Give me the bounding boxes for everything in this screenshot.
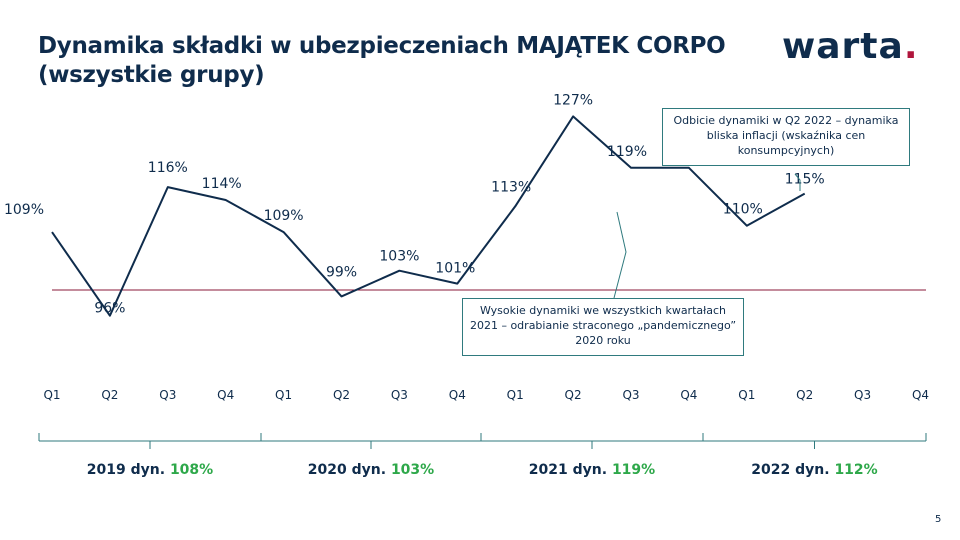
- warta-logo: warta.: [782, 26, 919, 67]
- x-tick-label: Q1: [507, 388, 524, 402]
- x-tick-label: Q4: [449, 388, 466, 402]
- year-value: 112%: [834, 462, 877, 478]
- x-tick-label: Q3: [391, 388, 408, 402]
- x-tick-label: Q2: [565, 388, 582, 402]
- callout-connector-2: [613, 211, 627, 299]
- data-label: 114%: [202, 176, 242, 192]
- logo-text: warta: [782, 26, 904, 67]
- year-label: 2019 dyn.: [87, 462, 170, 478]
- year-value: 108%: [170, 462, 213, 478]
- x-tick-label: Q3: [159, 388, 176, 402]
- data-label: 119%: [607, 144, 647, 160]
- series-line: [51, 115, 806, 317]
- data-label: 110%: [723, 202, 763, 218]
- callout-connector-1: [794, 173, 801, 191]
- data-label: 101%: [435, 261, 475, 277]
- title-line-2: (wszystkie grupy): [38, 62, 265, 88]
- x-tick-label: Q2: [333, 388, 350, 402]
- x-tick-label: Q2: [101, 388, 118, 402]
- year-label: 2021 dyn.: [529, 462, 612, 478]
- title-line-1: Dynamika składki w ubezpieczeniach MAJĄT…: [38, 33, 726, 59]
- callout-2021: Wysokie dynamiki we wszystkich kwartałac…: [462, 298, 744, 356]
- x-tick-label: Q1: [738, 388, 755, 402]
- year-summary: 2019 dyn. 108%: [87, 462, 213, 478]
- x-tick-label: Q4: [217, 388, 234, 402]
- data-label: 99%: [326, 264, 357, 280]
- data-label: 103%: [379, 249, 419, 265]
- x-tick-label: Q3: [854, 388, 871, 402]
- data-label: 109%: [4, 202, 44, 218]
- x-tick-label: Q4: [912, 388, 929, 402]
- data-label: 115%: [785, 172, 825, 188]
- x-tick-label: Q3: [622, 388, 639, 402]
- data-label: 127%: [553, 92, 593, 108]
- year-summary: 2021 dyn. 119%: [529, 462, 655, 478]
- x-tick-label: Q4: [680, 388, 697, 402]
- year-value: 103%: [391, 462, 434, 478]
- data-label: 116%: [148, 160, 188, 176]
- logo-dot: .: [903, 26, 919, 67]
- data-label: 96%: [94, 301, 125, 317]
- year-label: 2020 dyn.: [308, 462, 391, 478]
- year-value: 119%: [612, 462, 655, 478]
- x-tick-label: Q2: [796, 388, 813, 402]
- year-summary: 2022 dyn. 112%: [751, 462, 877, 478]
- page-title: Dynamika składki w ubezpieczeniach MAJĄT…: [38, 32, 738, 90]
- year-summary: 2020 dyn. 103%: [308, 462, 434, 478]
- x-tick-label: Q1: [275, 388, 292, 402]
- data-label: 113%: [491, 179, 531, 195]
- year-label: 2022 dyn.: [751, 462, 834, 478]
- x-tick-label: Q1: [43, 388, 60, 402]
- callout-q2-2022: Odbicie dynamiki w Q2 2022 – dynamika bl…: [662, 108, 910, 166]
- page-number: 5: [935, 514, 942, 525]
- data-label: 109%: [264, 208, 304, 224]
